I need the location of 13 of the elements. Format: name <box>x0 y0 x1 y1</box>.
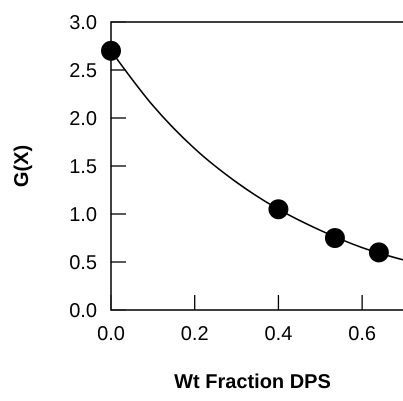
x-tick-label: 0.2 <box>180 323 209 345</box>
y-tick-label: 1.5 <box>69 156 97 178</box>
x-axis-title: Wt Fraction DPS <box>174 371 331 393</box>
y-tick-label: 0.5 <box>69 252 97 274</box>
y-axis-title: G(X) <box>11 144 33 188</box>
y-tick-label: 2.5 <box>69 60 97 82</box>
y-tick-label: 3.0 <box>69 12 97 34</box>
x-tick-label: 0.0 <box>97 323 125 345</box>
y-tick-label: 1.0 <box>69 204 97 226</box>
x-tick-label: 0.6 <box>348 323 376 345</box>
y-tick-label: 0.0 <box>69 300 97 322</box>
x-tick-label: 0.4 <box>264 323 292 345</box>
y-tick-label: 2.0 <box>69 108 97 130</box>
